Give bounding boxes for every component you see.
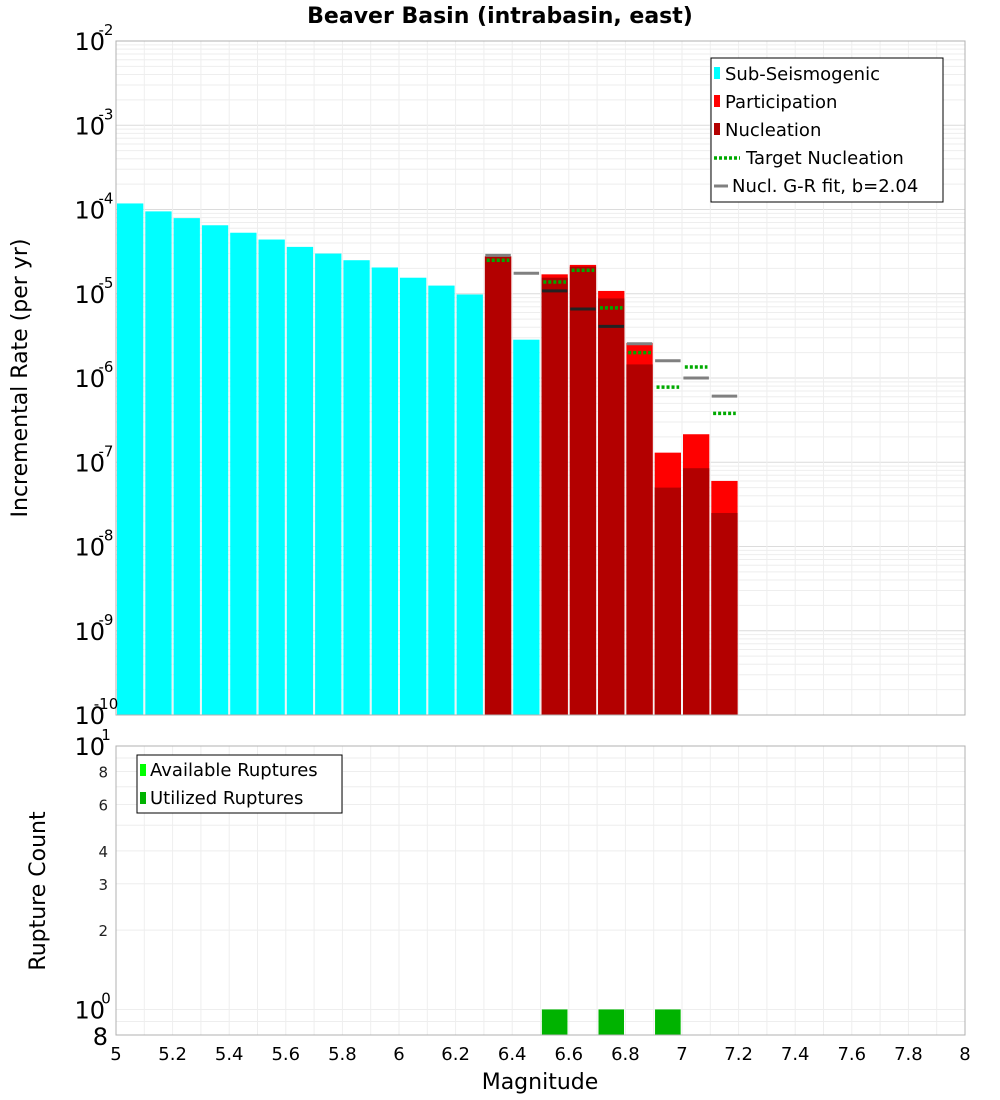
nucleation-bar: [711, 512, 738, 715]
x-tick-label: 7: [676, 1044, 687, 1065]
sub-seismogenic-bar: [428, 285, 455, 715]
sub-seismogenic-bar: [173, 218, 200, 715]
top-y-axis-label: Incremental Rate (per yr): [8, 239, 33, 518]
nucleation-bar: [598, 298, 625, 715]
bottom-y-minor-tick: 8: [98, 764, 108, 782]
x-tick-label: 7.2: [724, 1044, 753, 1065]
x-tick-label: 6.4: [498, 1044, 527, 1065]
x-tick-label: 5.6: [271, 1044, 300, 1065]
nucleation-bar: [484, 256, 512, 715]
x-tick-label: 6.2: [441, 1044, 470, 1065]
legend-swatch: [140, 792, 146, 804]
sub-seismogenic-bar: [513, 339, 540, 715]
sub-seismogenic-bar: [230, 232, 257, 716]
legend-swatch: [140, 764, 146, 776]
top-y-tick-exponent: -10: [94, 695, 119, 713]
legend-label: Nucl. G-R fit, b=2.04: [732, 176, 918, 197]
legend-label: Participation: [725, 92, 837, 113]
chart-title: Beaver Basin (intrabasin, east): [307, 4, 693, 29]
legend-label: Nucleation: [725, 120, 821, 141]
top-y-tick-exponent: -7: [99, 442, 114, 460]
bottom-y-tick-base: 10: [74, 733, 105, 761]
x-tick-label: 6: [393, 1044, 404, 1065]
nucleation-bar: [654, 487, 681, 715]
top-bars: [117, 203, 738, 716]
bottom-y-minor-tick: 8: [93, 1023, 108, 1051]
bottom-y-minor-tick: 3: [98, 876, 108, 894]
top-y-tick-base: 10: [74, 449, 105, 477]
legend-label: Utilized Ruptures: [150, 788, 303, 809]
bottom-y-axis-label: Rupture Count: [26, 811, 51, 971]
bottom-y-minor-tick: 4: [98, 843, 108, 861]
nucleation-bar: [683, 468, 710, 715]
top-legend-box: [710, 57, 944, 203]
top-y-tick-exponent: -8: [99, 527, 114, 545]
top-y-tick-base: 10: [74, 28, 105, 56]
legend-label: Target Nucleation: [745, 148, 904, 169]
top-y-tick-base: 10: [74, 618, 105, 646]
nucleation-bar: [626, 364, 653, 715]
top-y-tick-base: 10: [74, 365, 105, 393]
legend-label: Available Ruptures: [150, 760, 318, 781]
top-plot-frame: [115, 40, 966, 716]
bottom-plot-frame: [115, 745, 966, 1036]
top-y-tick-base: 10: [74, 281, 105, 309]
x-tick-label: 6.6: [554, 1044, 583, 1065]
utilized-ruptures-bar: [541, 1009, 568, 1035]
sub-seismogenic-bar: [371, 267, 398, 715]
x-tick-labels: 5 5.2 5.4 5.6 5.8 6 6.2 6.4 6.6 6.8 7 7.2 7.4 7.6 7.8 8: [110, 1044, 970, 1065]
x-tick-label: 8: [959, 1044, 970, 1065]
top-y-tick-exponent: -9: [99, 611, 114, 629]
top-y-tick-base: 10: [74, 112, 105, 140]
bottom-y-minor-tick: 6: [98, 796, 108, 814]
legend-label: Sub-Seismogenic: [725, 64, 880, 85]
bottom-y-minor-tick: 2: [98, 922, 108, 940]
top-y-tick-exponent: -4: [99, 190, 114, 208]
x-tick-label: 5.8: [328, 1044, 357, 1065]
legend-swatch: [714, 95, 720, 107]
x-tick-label: 5.4: [215, 1044, 244, 1065]
bottom-y-tick-exponent: 0: [101, 989, 111, 1007]
sub-seismogenic-bar: [286, 246, 314, 715]
top-y-tick-exponent: -6: [99, 358, 114, 376]
sub-seismogenic-bar: [456, 294, 483, 715]
x-tick-label: 7.6: [837, 1044, 866, 1065]
sub-seismogenic-bar: [343, 260, 370, 715]
nucleation-bar: [541, 277, 568, 715]
x-tick-label: 5.2: [158, 1044, 187, 1065]
x-tick-label: 7.4: [781, 1044, 810, 1065]
x-axis-label: Magnitude: [482, 1070, 599, 1095]
sub-seismogenic-bar: [400, 277, 427, 715]
sub-seismogenic-bar: [145, 211, 172, 716]
x-tick-label: 6.8: [611, 1044, 640, 1065]
top-fit-lines: [485, 253, 738, 416]
legend-swatch: [714, 123, 720, 135]
bottom-y-tick-base: 10: [74, 996, 105, 1024]
nucleation-bar: [569, 266, 597, 715]
utilized-ruptures-bar: [598, 1009, 624, 1035]
sub-seismogenic-bar: [258, 239, 285, 715]
x-tick-label: 7.8: [894, 1044, 923, 1065]
bottom-bars: [541, 1009, 681, 1035]
top-y-tick-base: 10: [74, 197, 105, 225]
bottom-legend-box: [136, 754, 343, 814]
top-y-tick-base: 10: [74, 702, 105, 730]
bottom-legend: Available Ruptures Utilized Ruptures: [136, 754, 343, 814]
legend-swatch: [714, 67, 720, 79]
x-tick-label: 5: [110, 1044, 121, 1065]
sub-seismogenic-bar: [117, 203, 144, 715]
bottom-y-tick-exponent: 1: [101, 726, 111, 744]
top-y-tick-exponent: -5: [99, 274, 114, 292]
top-y-tick-base: 10: [74, 534, 105, 562]
top-y-tick-exponent: -3: [99, 105, 114, 123]
utilized-ruptures-bar: [655, 1009, 681, 1035]
sub-seismogenic-bar: [315, 253, 342, 715]
sub-seismogenic-bar: [201, 225, 229, 715]
top-legend: Sub-Seismogenic Participation Nucleation Ta…: [710, 57, 944, 203]
top-y-tick-exponent: -2: [99, 21, 114, 39]
